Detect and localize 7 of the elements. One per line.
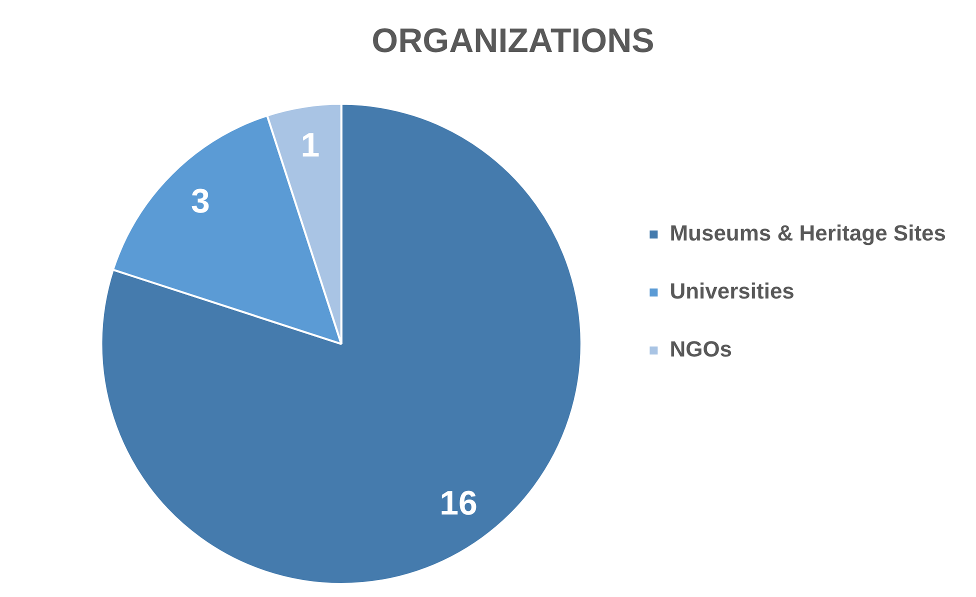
legend-label: Universities (670, 278, 794, 304)
data-label: 16 (440, 484, 478, 522)
legend-label: Museums & Heritage Sites (670, 220, 946, 246)
data-label: 1 (300, 126, 320, 164)
legend-label: NGOs (670, 336, 732, 362)
data-label: 3 (190, 182, 210, 220)
chart-title: ORGANIZATIONS (372, 22, 654, 60)
